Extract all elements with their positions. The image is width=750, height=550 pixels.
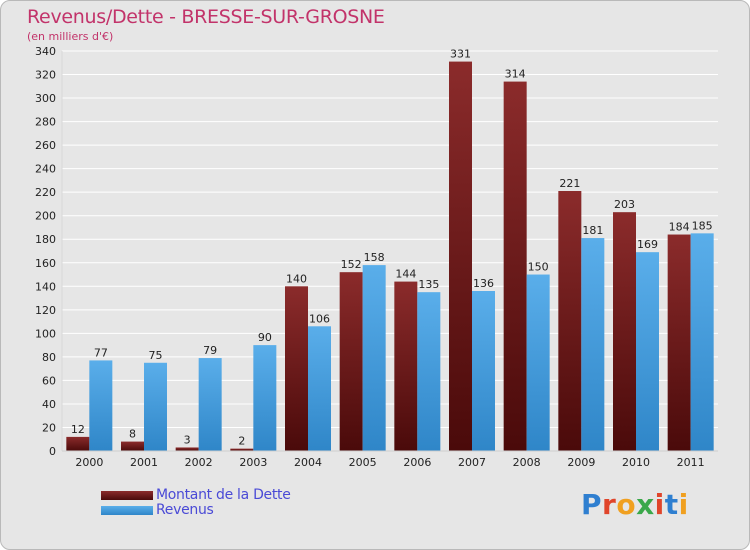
bar-debt-2005 [339,272,363,451]
y-tick-label: 320 [35,69,56,82]
legend-label-revenue: Revenus [156,502,214,518]
data-label-revenue-2002: 79 [203,344,217,357]
y-tick-label: 60 [42,374,56,387]
data-label-revenue-2006: 135 [418,278,439,291]
data-label-debt-2004: 140 [286,272,307,285]
y-tick-label: 160 [35,257,56,270]
bar-revenue-2004 [308,326,331,451]
data-label-debt-2008: 314 [505,68,526,81]
bar-revenue-2008 [526,274,550,451]
y-tick-label: 40 [42,398,56,411]
data-label-revenue-2000: 77 [94,346,108,359]
legend-swatch-debt [101,491,153,500]
logo-letter: i [678,488,689,521]
bar-revenue-2009 [581,238,605,451]
data-label-revenue-2005: 158 [364,251,385,264]
y-tick-label: 240 [35,163,56,176]
data-label-debt-2002: 3 [184,433,191,446]
y-tick-label: 80 [42,351,56,364]
data-label-debt-2007: 331 [450,48,471,61]
bar-debt-2001 [121,441,144,451]
bar-debt-2008 [503,81,527,452]
data-label-revenue-2004: 106 [309,312,330,325]
bar-debt-2002 [175,447,199,451]
bar-revenue-2010 [636,252,659,451]
bar-debt-2009 [558,191,582,451]
legend-label-debt: Montant de la Dette [156,487,291,503]
data-label-debt-2010: 203 [614,198,635,211]
logo-letter: o [616,488,637,521]
proxiti-logo: Proxiti [581,488,689,521]
data-label-revenue-2010: 169 [637,238,658,251]
logo-letter: t [664,488,679,521]
logo-letter: P [581,488,603,521]
logo-letter: r [602,488,617,521]
bar-revenue-2002 [198,358,222,451]
data-label-debt-2000: 12 [71,423,85,436]
x-tick-label: 2011 [677,456,705,469]
bar-revenue-2003 [253,345,277,451]
x-tick-label: 2002 [185,456,213,469]
y-tick-label: 200 [35,210,56,223]
y-tick-label: 340 [35,45,56,58]
x-tick-label: 2009 [567,456,595,469]
data-label-revenue-2011: 185 [692,219,713,232]
x-axis: 2000 2001 2002 2003 2004 2005 2006 2007 2008 2009… [62,450,718,469]
data-label-revenue-2003: 90 [258,331,272,344]
chart-title: Revenus/Dette - BRESSE-SUR-GROSNE [27,6,385,28]
data-label-revenue-2008: 150 [528,261,549,274]
bar-debt-2006 [394,281,418,451]
y-tick-label: 180 [35,233,56,246]
bar-debt-2004 [285,286,308,451]
bar-debt-2011 [667,234,691,451]
bar-debt-2003 [230,448,254,451]
bar-revenue-2001 [144,362,167,451]
y-tick-label: 140 [35,280,56,293]
data-label-revenue-2007: 136 [473,277,494,290]
data-label-revenue-2009: 181 [582,224,603,237]
x-tick-label: 2000 [75,456,103,469]
y-tick-label: 20 [42,421,56,434]
x-tick-label: 2008 [513,456,541,469]
y-tick-label: 100 [35,327,56,340]
bar-revenue-2006 [417,292,441,451]
legend-swatch-revenue [101,506,153,515]
bar-revenue-2011 [690,233,714,451]
x-tick-label: 2003 [239,456,267,469]
grid-lines [61,50,718,452]
x-tick-label: 2007 [458,456,486,469]
bar-revenue-2007 [472,291,495,451]
data-label-debt-2009: 221 [559,177,580,190]
data-label-revenue-2001: 75 [149,349,163,362]
bar-debt-2010 [613,212,636,451]
bar-debt-2000 [66,436,90,451]
data-label-debt-2001: 8 [129,428,136,441]
logo-letter: x [636,488,655,521]
y-tick-label: 120 [35,304,56,317]
data-label-debt-2006: 144 [395,268,416,281]
y-axis: 0 20 40 60 80 100 120 140 160 180 200 220 240 260 280 3… [35,45,56,458]
x-tick-label: 2005 [349,456,377,469]
x-tick-label: 2004 [294,456,322,469]
y-tick-label: 280 [35,116,56,129]
x-tick-label: 2006 [403,456,431,469]
bar-revenue-2005 [362,265,386,451]
y-tick-label: 260 [35,139,56,152]
bar-revenue-2000 [89,360,113,451]
x-tick-label: 2001 [130,456,158,469]
y-tick-label: 220 [35,186,56,199]
data-label-debt-2003: 2 [238,435,245,448]
y-tick-label: 0 [49,445,56,458]
bar-debt-2007 [449,61,472,452]
logo-letter: i [654,488,665,521]
data-label-debt-2011: 184 [669,221,690,234]
data-label-debt-2005: 152 [341,258,362,271]
y-tick-label: 300 [35,92,56,105]
x-tick-label: 2010 [622,456,650,469]
chart-subtitle: (en milliers d'€) [27,30,114,43]
